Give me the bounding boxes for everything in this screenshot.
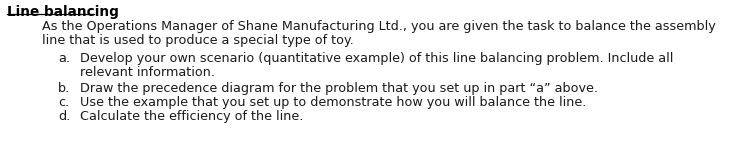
Text: Use the example that you set up to demonstrate how you will balance the line.: Use the example that you set up to demon… [80, 96, 587, 109]
Text: As the Operations Manager of Shane Manufacturing Ltd., you are given the task to: As the Operations Manager of Shane Manuf… [42, 20, 716, 33]
Text: relevant information.: relevant information. [80, 66, 215, 79]
Text: a.: a. [58, 52, 70, 65]
Text: c.: c. [58, 96, 69, 109]
Text: b.: b. [58, 82, 70, 95]
Text: Develop your own scenario (quantitative example) of this line balancing problem.: Develop your own scenario (quantitative … [80, 52, 673, 65]
Text: line that is used to produce a special type of toy.: line that is used to produce a special t… [42, 34, 353, 47]
Text: Draw the precedence diagram for the problem that you set up in part “a” above.: Draw the precedence diagram for the prob… [80, 82, 598, 95]
Text: Calculate the efficiency of the line.: Calculate the efficiency of the line. [80, 110, 303, 123]
Text: Line balancing: Line balancing [7, 5, 119, 19]
Text: d.: d. [58, 110, 70, 123]
